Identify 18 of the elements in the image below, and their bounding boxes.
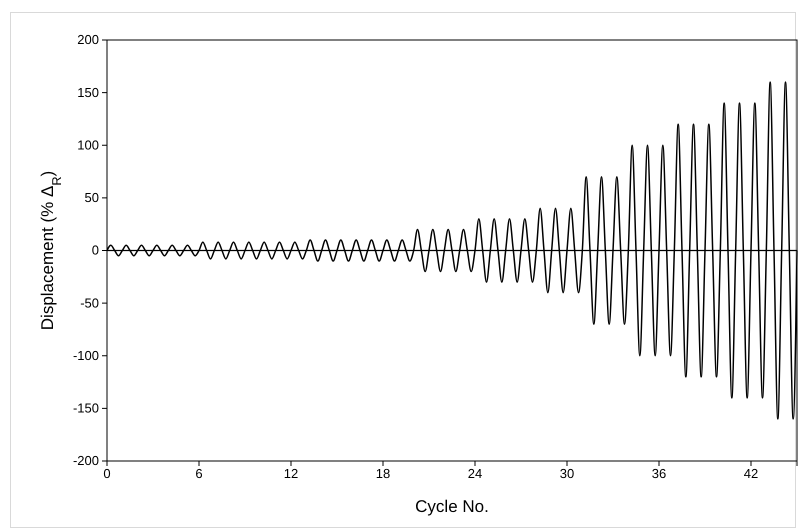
x-tick-label: 30 <box>560 466 574 482</box>
y-tick-label: -150 <box>72 400 99 416</box>
x-tick-label: 0 <box>103 466 111 482</box>
x-tick-label: 36 <box>652 466 666 482</box>
y-tick-label: 0 <box>92 242 99 258</box>
y-tick-label: -50 <box>80 295 99 310</box>
x-tick-label: 24 <box>468 466 482 482</box>
x-axis-title: Cycle No. <box>415 497 489 516</box>
y-tick-label: 100 <box>77 137 99 152</box>
x-tick-label: 42 <box>744 466 758 482</box>
y-tick-label: 50 <box>84 190 99 206</box>
x-tick-label: 18 <box>376 466 390 482</box>
y-tick-label: -200 <box>72 453 99 468</box>
x-tick-label: 6 <box>195 466 203 482</box>
y-tick-label: 200 <box>77 32 99 48</box>
x-tick-label: 12 <box>284 466 298 482</box>
y-tick-label: -100 <box>72 348 99 363</box>
y-tick-label: 150 <box>77 84 99 100</box>
